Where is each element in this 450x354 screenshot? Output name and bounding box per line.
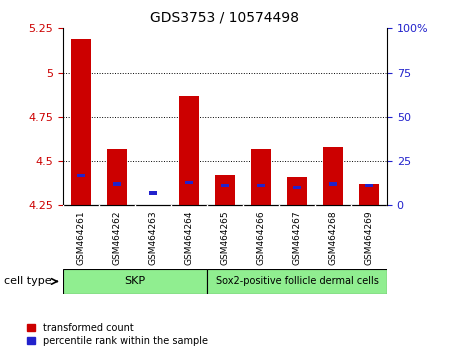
Bar — [323, 147, 343, 205]
Text: GSM464267: GSM464267 — [292, 210, 302, 265]
Bar — [179, 96, 199, 205]
Text: GSM464269: GSM464269 — [364, 210, 373, 265]
Bar — [76, 174, 86, 177]
Text: Sox2-positive follicle dermal cells: Sox2-positive follicle dermal cells — [216, 276, 378, 286]
Text: GSM464264: GSM464264 — [184, 210, 194, 265]
Bar — [107, 149, 127, 205]
FancyBboxPatch shape — [63, 269, 207, 294]
Bar — [292, 186, 302, 189]
Text: SKP: SKP — [125, 276, 145, 286]
FancyBboxPatch shape — [207, 269, 387, 294]
Text: GSM464262: GSM464262 — [112, 210, 122, 265]
Text: GSM464266: GSM464266 — [256, 210, 266, 265]
Bar — [287, 177, 307, 205]
Bar — [251, 149, 271, 205]
Bar — [220, 184, 230, 188]
Bar — [364, 184, 373, 188]
Title: GDS3753 / 10574498: GDS3753 / 10574498 — [150, 10, 300, 24]
Legend: transformed count, percentile rank within the sample: transformed count, percentile rank withi… — [27, 323, 208, 346]
Bar — [71, 39, 91, 205]
Text: GSM464261: GSM464261 — [76, 210, 86, 265]
Text: cell type: cell type — [4, 276, 52, 286]
Bar — [112, 183, 122, 185]
Bar — [256, 184, 266, 188]
Text: GSM464268: GSM464268 — [328, 210, 338, 265]
Bar — [328, 183, 338, 185]
Bar — [359, 184, 379, 205]
Bar — [215, 175, 235, 205]
Text: GSM464265: GSM464265 — [220, 210, 230, 265]
Bar — [184, 181, 194, 184]
Text: GSM464263: GSM464263 — [148, 210, 157, 265]
Bar — [148, 191, 157, 194]
